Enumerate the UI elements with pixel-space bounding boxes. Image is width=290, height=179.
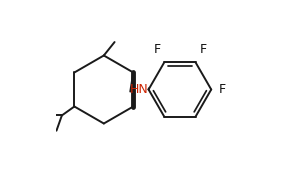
- Text: HN: HN: [130, 83, 148, 96]
- Text: F: F: [199, 43, 206, 56]
- Text: F: F: [219, 83, 226, 96]
- Text: F: F: [153, 43, 160, 56]
